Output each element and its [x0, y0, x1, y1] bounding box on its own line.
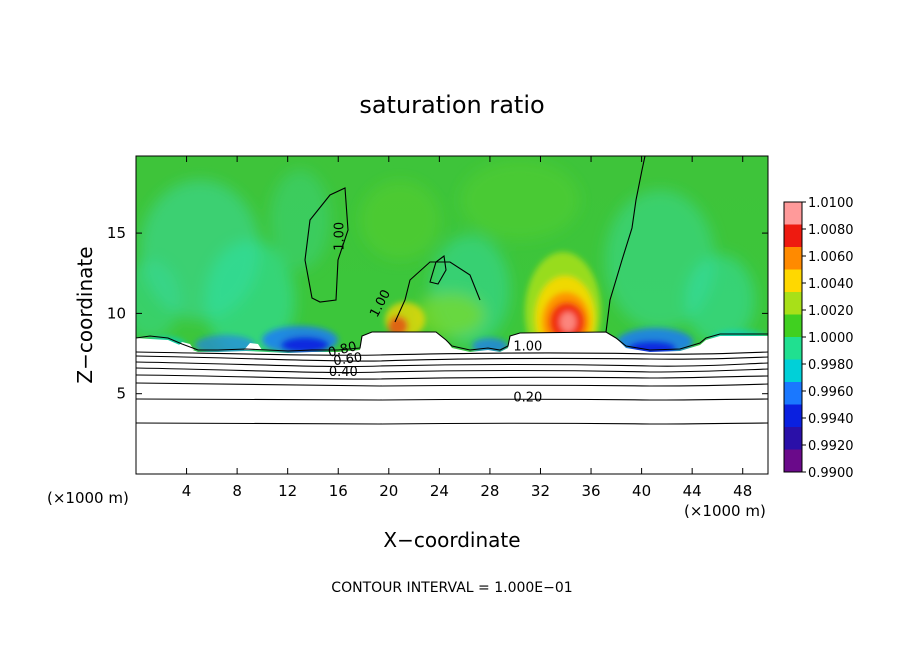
- colorbar-swatch: [784, 404, 802, 428]
- colorbar-label: 0.9900: [808, 466, 854, 481]
- contour-line: [136, 331, 768, 352]
- colorbar-label: 0.9980: [808, 358, 854, 373]
- colorbar-swatch: [784, 247, 802, 270]
- y-axis-title: Z−coordinate: [73, 246, 97, 383]
- y-tick-label: 10: [107, 304, 126, 322]
- contour-label-group: 0.40: [329, 365, 358, 380]
- colorbar-label: 1.0020: [808, 304, 854, 319]
- field-blob: [205, 240, 295, 360]
- subsaturated-region: [136, 332, 768, 474]
- colorbar-label: 0.9940: [808, 412, 854, 427]
- colorbar-swatch: [784, 337, 802, 360]
- contour-label: 0.60: [332, 350, 363, 369]
- contour-interval-note: CONTOUR INTERVAL = 1.000E−01: [331, 580, 572, 596]
- contour-label: 0.80: [327, 339, 359, 361]
- x-tick-label: 36: [581, 482, 600, 500]
- heatmap-field: 1.001.001.000.800.600.400.20: [136, 156, 768, 474]
- colorbar-swatch: [784, 359, 802, 383]
- colorbar-swatch: [784, 314, 802, 338]
- contour-label: 0.20: [513, 391, 542, 406]
- contour-line: [304, 187, 349, 303]
- colorbar-label: 1.0060: [808, 250, 854, 265]
- colorbar: 0.9900 0.9920 0.9940 0.9960 0.9980 1.0000 1.00…: [783, 196, 854, 481]
- colorbar-swatch: [784, 269, 802, 293]
- colorbar-label: 0.9920: [808, 439, 854, 454]
- colorbar-swatch: [784, 427, 802, 450]
- contour-line: [136, 355, 768, 362]
- colorbar-swatch: [784, 449, 802, 473]
- contour-line: [136, 382, 768, 387]
- field-blob: [560, 312, 576, 332]
- colorbar-label: 1.0100: [808, 196, 854, 211]
- x-unit-right: (×1000 m): [684, 502, 766, 520]
- contour-line: [394, 261, 481, 323]
- contour-line: [136, 351, 768, 356]
- contour-line: [136, 398, 768, 401]
- x-tick-label: 44: [683, 482, 702, 500]
- contour-line: [429, 255, 447, 285]
- contour-label: 1.00: [332, 222, 347, 251]
- field-blob: [415, 293, 485, 337]
- cloud-patch: [176, 342, 194, 350]
- colorbar-label: 1.0080: [808, 223, 854, 238]
- y-tick-label: 15: [107, 224, 126, 242]
- colorbar-swatch: [784, 292, 802, 315]
- y-axis: 5 10 15: [107, 224, 768, 403]
- x-unit-left: (×1000 m): [47, 489, 129, 507]
- colorbar-swatch: [784, 202, 802, 225]
- field-blob: [281, 337, 329, 353]
- contour-line: [136, 367, 768, 374]
- contour-label: 0.40: [329, 365, 358, 380]
- colorbar-label: 1.0000: [808, 331, 854, 346]
- contour-label-group: 0.60: [332, 350, 363, 369]
- contour-line: [136, 422, 768, 425]
- field-blob: [685, 255, 755, 345]
- field-blob: [136, 260, 180, 340]
- contour-line: [605, 156, 646, 333]
- x-axis-title: X−coordinate: [383, 528, 520, 552]
- contour-line: [136, 374, 768, 380]
- contour-label: 1.00: [513, 339, 542, 354]
- field-blob: [460, 160, 580, 240]
- x-tick-label: 40: [632, 482, 651, 500]
- x-tick-label: 20: [379, 482, 398, 500]
- x-tick-label: 8: [232, 482, 242, 500]
- x-tick-label: 32: [531, 482, 550, 500]
- field-blob: [270, 170, 330, 270]
- x-tick-label: 48: [733, 482, 752, 500]
- plot-frame: [135, 155, 769, 475]
- colorbar-label: 1.0040: [808, 277, 854, 292]
- x-tick-label: 16: [329, 482, 348, 500]
- contour-label-group: 1.00: [513, 339, 542, 354]
- x-axis: 4 8 12 16 20 24 28 32 36 40 44 48: [182, 156, 752, 500]
- y-tick-label: 5: [116, 385, 126, 403]
- colorbar-label: 0.9960: [808, 385, 854, 400]
- chart-title: saturation ratio: [359, 91, 544, 119]
- contour-label-group: 0.20: [513, 391, 542, 406]
- cloud-patch: [244, 343, 262, 350]
- colorbar-swatch: [784, 224, 802, 248]
- contour-label-group: 1.00: [332, 222, 347, 251]
- field-blob: [388, 316, 408, 336]
- contour-line: [136, 361, 768, 368]
- x-tick-label: 4: [182, 482, 192, 500]
- field-blob: [360, 180, 440, 260]
- colorbar-swatch: [784, 382, 802, 405]
- contour-label-group: 0.80: [327, 339, 359, 361]
- x-tick-label: 24: [430, 482, 449, 500]
- x-tick-label: 12: [278, 482, 297, 500]
- x-tick-label: 28: [480, 482, 499, 500]
